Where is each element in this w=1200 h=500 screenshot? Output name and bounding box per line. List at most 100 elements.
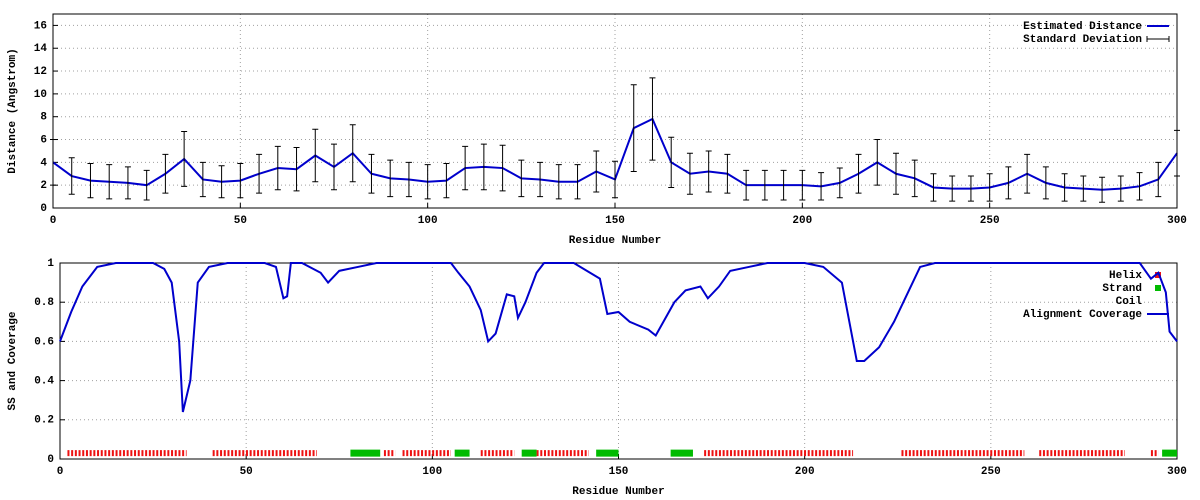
y-tick-label: 10 [34, 89, 47, 101]
error-bar [1136, 172, 1143, 201]
error-bar [68, 157, 75, 195]
error-bar [836, 167, 843, 199]
y-tick-label: 1 [47, 258, 54, 270]
error-bar [537, 161, 544, 198]
plot-frame [59, 262, 1178, 460]
error-bar [1042, 166, 1049, 200]
error-bar [499, 144, 506, 192]
error-bar [143, 169, 150, 201]
error-bar [1117, 175, 1124, 202]
x-tick-label: 100 [422, 466, 442, 478]
error-bar [1024, 153, 1031, 194]
error-bar [574, 164, 581, 200]
error-bar [199, 161, 206, 198]
error-bar [874, 139, 881, 186]
y-tick-label: 16 [34, 20, 47, 32]
legend-label: Coil [1116, 296, 1143, 308]
legend-swatch [1146, 36, 1170, 42]
error-bar [911, 159, 918, 198]
error-bar [930, 173, 937, 202]
x-tick-label: 250 [980, 215, 1000, 227]
data-line [59, 262, 1178, 413]
x-tick-label: 300 [1167, 215, 1187, 227]
legend-label: Alignment Coverage [1023, 309, 1142, 321]
error-bar [274, 145, 281, 191]
x-tick-label: 200 [792, 215, 812, 227]
y-tick-label: 0.6 [34, 336, 54, 348]
y-tick-label: 12 [34, 66, 47, 78]
y-tick-label: 2 [40, 180, 47, 192]
error-bar [1099, 176, 1106, 203]
error-bar [743, 169, 750, 201]
x-tick-label: 250 [981, 466, 1001, 478]
y-axis-label: Distance (Angstrom) [7, 48, 19, 173]
error-bar [87, 162, 94, 199]
error-bar [855, 153, 862, 194]
error-bar [312, 128, 319, 183]
error-bar [480, 143, 487, 191]
y-tick-label: 0.2 [34, 415, 54, 427]
legend-label: Strand [1102, 283, 1142, 295]
x-tick-label: 0 [50, 215, 57, 227]
error-bar [1061, 173, 1068, 202]
error-bar [668, 136, 675, 188]
error-bar [518, 159, 525, 198]
error-bar [780, 169, 787, 201]
x-tick-label: 300 [1167, 466, 1187, 478]
x-tick-label: 50 [234, 215, 247, 227]
x-tick-label: 150 [605, 215, 625, 227]
plot-frame [52, 13, 1178, 209]
error-bar [1005, 166, 1012, 200]
error-bar [612, 160, 618, 199]
error-bar [181, 131, 188, 187]
x-tick-label: 0 [57, 466, 64, 478]
error-bar [293, 147, 300, 192]
x-axis-label: Residue Number [569, 235, 661, 247]
error-bar [949, 175, 956, 202]
legend-swatch [1155, 285, 1161, 291]
error-bar [368, 153, 375, 194]
error-bar [555, 164, 562, 200]
legend-label: Helix [1109, 270, 1142, 282]
error-bar [649, 77, 656, 161]
y-axis-label: SS and Coverage [7, 311, 19, 410]
y-tick-label: 0 [40, 203, 47, 215]
error-bar [50, 139, 56, 186]
error-bar [1174, 129, 1180, 177]
y-tick-label: 4 [40, 157, 47, 169]
error-bar [405, 161, 412, 198]
error-bar [124, 166, 131, 200]
legend-label: Standard Deviation [1023, 34, 1142, 46]
y-tick-label: 14 [34, 43, 48, 55]
error-bar [443, 162, 450, 199]
error-bar [387, 159, 394, 198]
error-bar [349, 124, 356, 183]
error-bar [818, 172, 825, 201]
error-bar [986, 173, 993, 202]
error-bar [162, 153, 169, 194]
legend-swatch [1155, 272, 1161, 278]
error-bar [705, 150, 712, 193]
error-bar [893, 152, 899, 195]
error-bar [256, 153, 263, 194]
x-tick-label: 200 [795, 466, 815, 478]
error-bar [761, 169, 768, 201]
error-bar [424, 164, 431, 200]
error-bar [799, 169, 806, 201]
y-tick-label: 0 [47, 454, 54, 466]
error-bar [724, 153, 731, 194]
error-bar [106, 164, 113, 200]
error-bar [218, 165, 225, 199]
error-bar [1155, 161, 1162, 198]
error-bar [462, 145, 469, 191]
x-tick-label: 150 [609, 466, 629, 478]
error-bar [237, 162, 244, 199]
x-axis-label: Residue Number [572, 486, 664, 498]
error-bar [331, 143, 337, 191]
legend-label: Estimated Distance [1023, 21, 1142, 33]
error-bar [967, 175, 974, 202]
x-tick-label: 50 [240, 466, 253, 478]
y-tick-label: 0.4 [34, 376, 54, 388]
